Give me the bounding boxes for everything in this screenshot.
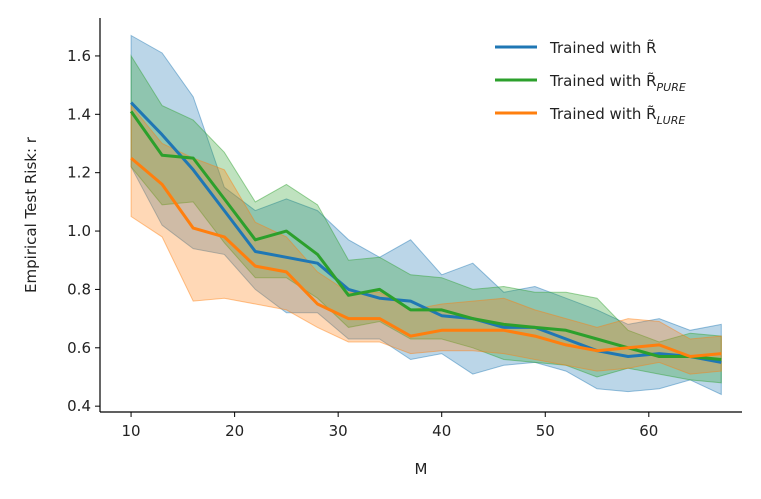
y-tick-label: 0.6 <box>67 339 91 357</box>
series-line-3 <box>130 156 722 358</box>
x-tick-label: 10 <box>122 422 141 440</box>
x-tick-label: 50 <box>536 422 555 440</box>
x-axis-label: M <box>415 460 428 478</box>
axes <box>99 18 742 413</box>
ticks: 10 20 30 40 50 60 0.4 0.6 0.8 1.0 1.2 1.4 1.6 <box>67 47 658 440</box>
x-tick-label: 20 <box>225 422 244 440</box>
y-axis-label: Empirical Test Risk: r <box>22 136 40 293</box>
x-tick-label: 60 <box>639 422 658 440</box>
y-tick-label: 0.4 <box>67 397 91 415</box>
confidence-bands <box>130 34 722 396</box>
y-tick-label: 1.2 <box>67 164 91 182</box>
series-line-2 <box>129 110 722 361</box>
y-tick-label: 0.8 <box>67 280 91 298</box>
legend-label-1: Trained with R̃ <box>549 38 657 57</box>
y-tick-label: 1.6 <box>67 47 91 65</box>
confidence-band-3 <box>130 104 722 375</box>
series-lines <box>129 101 722 364</box>
x-tick-label: 30 <box>329 422 348 440</box>
confidence-band-1 <box>130 34 722 396</box>
y-tick-label: 1.0 <box>67 222 91 240</box>
legend-label-3: Trained with R̃LURE <box>549 104 685 127</box>
legend: Trained with R̃ Trained with R̃PURE Traine… <box>495 38 686 127</box>
y-tick-label: 1.4 <box>67 105 91 123</box>
x-tick-label: 40 <box>432 422 451 440</box>
legend-label-2: Trained with R̃PURE <box>549 71 686 94</box>
